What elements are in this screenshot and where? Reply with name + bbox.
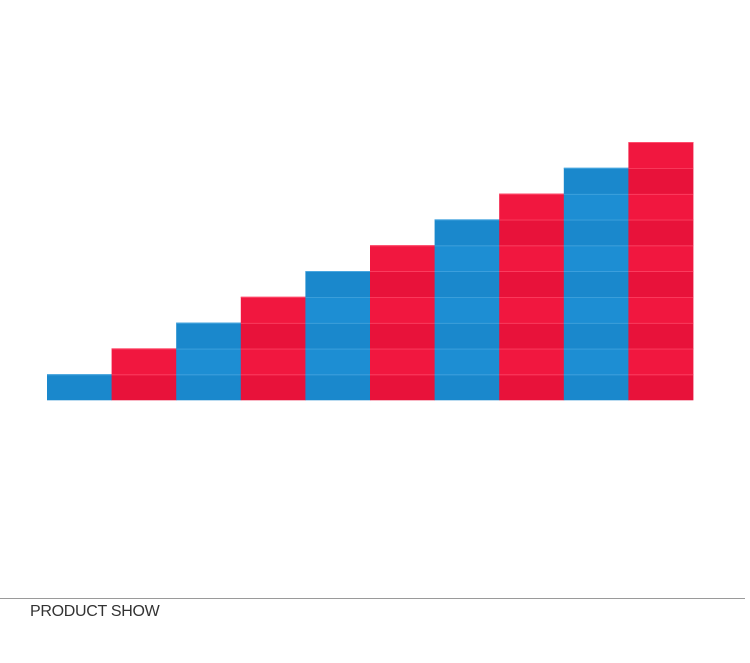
rod bbox=[370, 322, 435, 349]
rod bbox=[370, 271, 435, 298]
rod bbox=[434, 374, 500, 401]
rod bbox=[111, 374, 177, 401]
rod bbox=[563, 219, 629, 246]
rod bbox=[434, 245, 500, 272]
rod bbox=[434, 296, 500, 323]
rod bbox=[434, 322, 500, 349]
rod bbox=[563, 374, 629, 401]
rod bbox=[628, 245, 694, 272]
rod bbox=[434, 271, 500, 298]
rod bbox=[499, 348, 565, 375]
rod bbox=[499, 322, 565, 349]
rod bbox=[176, 322, 242, 349]
rod bbox=[628, 296, 694, 323]
rod bbox=[563, 271, 629, 298]
rod bbox=[499, 296, 565, 323]
rod bbox=[563, 348, 629, 375]
rod bbox=[563, 167, 629, 194]
rod bbox=[305, 374, 371, 401]
rod bbox=[370, 245, 435, 272]
rod bbox=[563, 322, 629, 349]
rod bbox=[240, 374, 306, 401]
rod bbox=[370, 374, 435, 401]
rod bbox=[628, 271, 694, 298]
rod bbox=[176, 348, 242, 375]
rod bbox=[305, 322, 371, 349]
rod bbox=[628, 167, 694, 194]
rod bbox=[628, 193, 694, 220]
rod bbox=[305, 348, 371, 375]
rod bbox=[370, 348, 435, 375]
rod bbox=[370, 296, 435, 323]
rod bbox=[499, 219, 565, 246]
rod bbox=[563, 245, 629, 272]
rod bbox=[434, 348, 500, 375]
rod bbox=[628, 219, 694, 246]
rod bbox=[563, 193, 629, 220]
rod bbox=[305, 296, 371, 323]
rod bbox=[628, 348, 694, 375]
rod bbox=[47, 374, 112, 401]
rod bbox=[628, 142, 694, 169]
rod bbox=[434, 219, 500, 246]
rod bbox=[499, 271, 565, 298]
rod bbox=[628, 322, 694, 349]
rod bbox=[499, 374, 565, 401]
divider bbox=[0, 598, 745, 599]
rod bbox=[499, 245, 565, 272]
rod bbox=[111, 348, 177, 375]
rod bbox=[240, 322, 306, 349]
product-photo bbox=[47, 142, 694, 401]
rod bbox=[499, 193, 565, 220]
section-title: PRODUCT SHOW bbox=[30, 603, 160, 620]
rod bbox=[563, 296, 629, 323]
rod bbox=[240, 296, 306, 323]
rod bbox=[305, 271, 371, 298]
rod bbox=[176, 374, 242, 401]
rod bbox=[628, 374, 694, 401]
rod bbox=[240, 348, 306, 375]
